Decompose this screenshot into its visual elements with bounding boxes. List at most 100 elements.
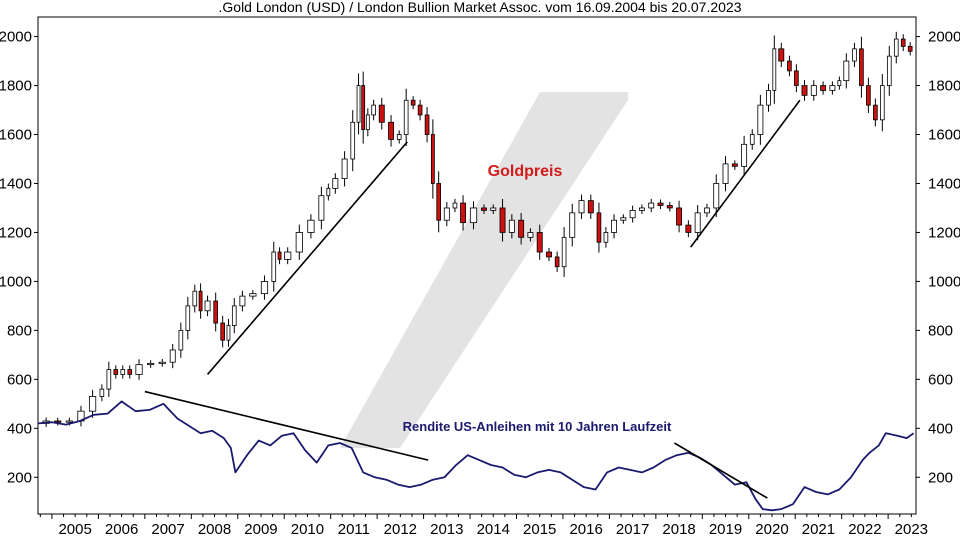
y-axis-ticks: 200 200 400 400 600 600 800 800 1000 1000 1200 1200… xyxy=(0,29,960,487)
candle-up xyxy=(837,80,842,86)
candle-down xyxy=(536,232,543,253)
x-tick-label: 2011 xyxy=(338,521,370,538)
x-tick-label: 2022 xyxy=(848,521,881,538)
candle-up xyxy=(371,104,376,116)
candle-down xyxy=(794,70,799,86)
y-tick-label-left: 200 xyxy=(7,469,32,486)
candle-up xyxy=(396,134,402,140)
candle-up xyxy=(629,210,636,219)
yield-line xyxy=(37,400,915,512)
candle-down xyxy=(54,420,62,423)
candle-down xyxy=(213,300,219,324)
candle-down xyxy=(430,134,435,184)
candle-down xyxy=(820,85,827,91)
candle-down xyxy=(859,48,864,86)
candle-up xyxy=(527,232,534,238)
candle-up xyxy=(120,369,126,375)
x-tick-label: 2010 xyxy=(291,521,324,538)
y-tick-label-left: 2000 xyxy=(0,29,32,46)
trend-line xyxy=(674,442,768,499)
y-tick-label-left: 600 xyxy=(7,371,32,388)
candle-up xyxy=(356,85,361,123)
candle-down xyxy=(361,85,366,131)
yield-label: Rendite US-Anleihen mit 10 Jahren Laufze… xyxy=(403,419,672,434)
candle-down xyxy=(676,207,683,226)
candle-down xyxy=(685,224,692,233)
candle-up xyxy=(893,38,899,57)
candle-up xyxy=(561,236,567,268)
candle-up xyxy=(490,207,497,211)
candle-up xyxy=(226,325,231,341)
candle-up xyxy=(829,85,836,91)
candle-down xyxy=(113,369,119,375)
y-tick-label-right: 600 xyxy=(928,371,953,388)
candle-down xyxy=(410,99,416,106)
y-tick-label-right: 1400 xyxy=(928,175,960,192)
candle-down xyxy=(277,251,282,260)
candle-up xyxy=(741,143,748,167)
x-tick-label: 2021 xyxy=(802,521,835,538)
candle-down xyxy=(436,183,441,221)
candle-up xyxy=(365,114,370,131)
x-tick-label: 2023 xyxy=(895,521,928,538)
trend-line xyxy=(144,390,429,461)
candle-up xyxy=(106,369,112,390)
y-tick-label-left: 800 xyxy=(7,322,32,339)
candle-up xyxy=(178,329,184,351)
candle-down xyxy=(546,251,552,258)
x-tick-label: 2016 xyxy=(569,521,602,538)
candle-down xyxy=(657,202,664,206)
candle-up xyxy=(880,85,885,121)
candle-up xyxy=(65,420,73,423)
candle-up xyxy=(569,212,576,238)
candle-up xyxy=(185,305,191,331)
candle-up xyxy=(158,361,166,364)
y-tick-label-right: 800 xyxy=(928,322,953,339)
y-tick-label-right: 400 xyxy=(928,420,953,437)
candle-up xyxy=(469,207,478,224)
x-tick-label: 2020 xyxy=(755,521,788,538)
candle-up xyxy=(722,163,729,184)
y-tick-label-left: 400 xyxy=(7,420,32,437)
x-tick-label: 2007 xyxy=(151,521,184,538)
candle-up xyxy=(603,232,609,243)
candle-down xyxy=(900,38,906,47)
candle-up xyxy=(810,85,817,96)
candle-down xyxy=(587,200,594,214)
candle-up xyxy=(578,200,585,214)
candle-down xyxy=(198,290,203,312)
x-axis-ticks: 2005 2006 2007 2008 2009 2010 2011 2012 2013 2014… xyxy=(39,514,928,538)
x-tick-label: 2013 xyxy=(430,521,463,538)
x-tick-label: 2019 xyxy=(709,521,742,538)
x-tick-label: 2006 xyxy=(105,521,138,538)
gold-candles xyxy=(42,31,913,427)
candle-down xyxy=(424,114,430,135)
candle-down xyxy=(866,85,871,106)
x-tick-label: 2015 xyxy=(523,521,556,538)
candle-up xyxy=(403,99,409,135)
candle-up xyxy=(713,183,720,209)
candle-down xyxy=(481,207,487,211)
candle-down xyxy=(596,212,602,243)
candle-up xyxy=(204,300,211,312)
candle-up xyxy=(638,207,645,211)
candle-up xyxy=(443,207,450,221)
candle-down xyxy=(518,219,525,238)
y-tick-label-left: 1200 xyxy=(0,224,32,241)
candle-down xyxy=(499,207,506,233)
candle-up xyxy=(192,290,198,307)
candle-up xyxy=(341,158,348,179)
candle-up xyxy=(611,219,617,233)
y-tick-label-left: 1800 xyxy=(0,78,32,95)
trend-line xyxy=(206,141,408,375)
candle-up xyxy=(766,90,771,106)
candle-up xyxy=(318,195,325,221)
candle-up xyxy=(703,207,710,214)
x-tick-label: 2014 xyxy=(477,521,510,538)
candle-down xyxy=(731,163,738,167)
candle-up xyxy=(886,55,892,86)
candle-down xyxy=(787,60,792,72)
x-tick-label: 2009 xyxy=(244,521,277,538)
